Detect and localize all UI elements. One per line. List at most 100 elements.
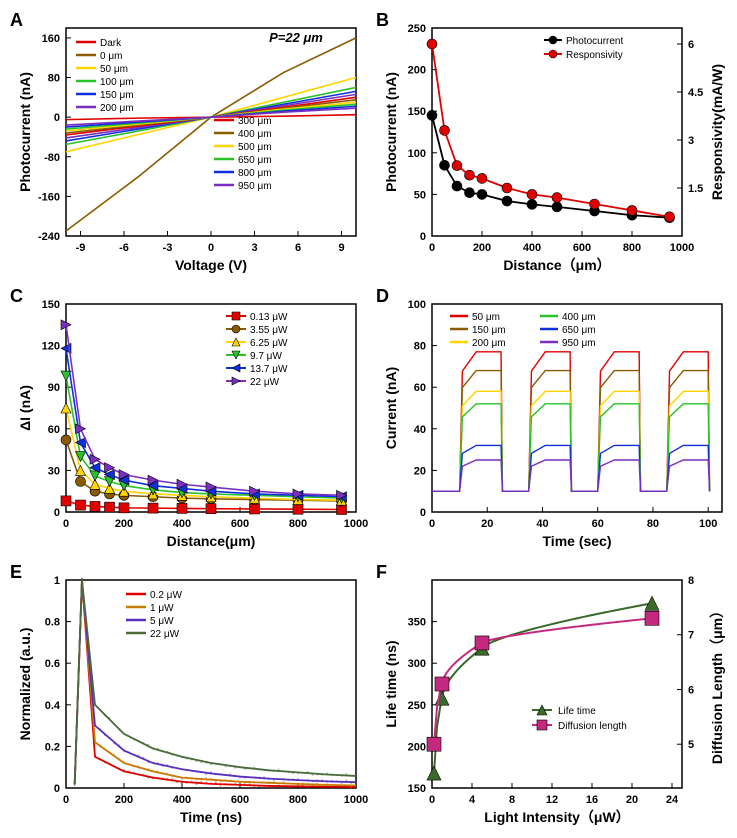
svg-text:6.25 μW: 6.25 μW: [250, 338, 288, 349]
svg-text:0: 0: [208, 242, 214, 254]
svg-text:20: 20: [626, 794, 638, 806]
svg-text:0: 0: [420, 507, 426, 519]
svg-text:250: 250: [408, 23, 426, 35]
svg-text:7: 7: [688, 630, 694, 642]
svg-text:40: 40: [536, 518, 548, 530]
svg-text:3: 3: [251, 242, 257, 254]
svg-text:16: 16: [586, 794, 598, 806]
svg-text:0.2 μW: 0.2 μW: [150, 590, 182, 601]
svg-text:0: 0: [54, 112, 60, 124]
svg-text:300 μm: 300 μm: [238, 116, 272, 127]
svg-text:150 μm: 150 μm: [100, 90, 134, 101]
svg-text:0.2: 0.2: [45, 741, 60, 753]
svg-text:400 μm: 400 μm: [562, 312, 596, 323]
svg-text:12: 12: [546, 794, 558, 806]
svg-text:250: 250: [408, 700, 426, 712]
svg-text:Current (nA): Current (nA): [383, 367, 399, 449]
svg-text:60: 60: [414, 382, 426, 394]
svg-text:3: 3: [688, 135, 694, 147]
svg-text:150 μm: 150 μm: [472, 325, 506, 336]
svg-text:8: 8: [509, 794, 515, 806]
svg-text:950 μm: 950 μm: [562, 338, 596, 349]
svg-text:300: 300: [408, 658, 426, 670]
svg-text:90: 90: [48, 382, 60, 394]
svg-text:800: 800: [289, 794, 307, 806]
svg-text:-240: -240: [38, 231, 60, 243]
svg-text:600: 600: [231, 794, 249, 806]
svg-text:Distance（μm）: Distance（μm）: [503, 257, 610, 273]
svg-text:Responsivity: Responsivity: [566, 50, 623, 61]
svg-text:20: 20: [414, 465, 426, 477]
svg-text:60: 60: [48, 424, 60, 436]
svg-text:5: 5: [688, 739, 694, 751]
svg-text:1: 1: [54, 575, 60, 587]
svg-text:100: 100: [408, 148, 426, 160]
svg-text:400: 400: [173, 794, 191, 806]
svg-text:100 μm: 100 μm: [100, 77, 134, 88]
svg-text:6: 6: [295, 242, 301, 254]
svg-text:13.7 μW: 13.7 μW: [250, 364, 288, 375]
svg-text:Responsivity(mA/W): Responsivity(mA/W): [709, 64, 725, 200]
svg-text:Distance(μm): Distance(μm): [167, 533, 256, 549]
svg-text:200: 200: [408, 65, 426, 77]
svg-text:400: 400: [173, 518, 191, 530]
svg-text:200: 200: [115, 518, 133, 530]
svg-text:1000: 1000: [670, 242, 694, 254]
svg-text:Diffusion length: Diffusion length: [558, 721, 627, 732]
svg-text:200: 200: [115, 794, 133, 806]
svg-text:0: 0: [429, 794, 435, 806]
svg-text:40: 40: [414, 424, 426, 436]
svg-text:Photocurrent (nA): Photocurrent (nA): [383, 72, 399, 192]
svg-text:50 μm: 50 μm: [472, 312, 500, 323]
svg-text:1000: 1000: [344, 518, 368, 530]
svg-text:200: 200: [408, 741, 426, 753]
panel-b: B020040060080010000501001502002501.534.5…: [374, 8, 734, 278]
svg-text:0: 0: [63, 518, 69, 530]
svg-text:1.5: 1.5: [688, 183, 703, 195]
svg-text:Life time: Life time: [558, 706, 596, 717]
svg-text:800: 800: [623, 242, 641, 254]
panel-label-f: F: [376, 562, 387, 583]
svg-text:Photocurrent: Photocurrent: [566, 36, 623, 47]
panel-a: A-9-6-30369-240-160-80080160Voltage (V)P…: [8, 8, 368, 278]
svg-text:Light Intensity（μW）: Light Intensity（μW）: [484, 809, 629, 825]
svg-text:6: 6: [688, 684, 694, 696]
svg-text:150: 150: [408, 783, 426, 795]
svg-text:22 μW: 22 μW: [250, 377, 280, 388]
svg-text:-9: -9: [76, 242, 86, 254]
svg-text:100: 100: [408, 299, 426, 311]
svg-text:950 μm: 950 μm: [238, 181, 272, 192]
svg-text:650 μm: 650 μm: [238, 155, 272, 166]
svg-text:22 μW: 22 μW: [150, 629, 180, 640]
svg-text:150: 150: [408, 106, 426, 118]
svg-text:120: 120: [42, 341, 60, 353]
svg-text:8: 8: [688, 575, 694, 587]
svg-text:600: 600: [231, 518, 249, 530]
figure-grid: A-9-6-30369-240-160-80080160Voltage (V)P…: [8, 8, 729, 830]
svg-text:80: 80: [647, 518, 659, 530]
panel-label-e: E: [10, 562, 22, 583]
svg-text:0 μm: 0 μm: [100, 51, 122, 62]
svg-text:200 μm: 200 μm: [100, 103, 134, 114]
svg-text:650 μm: 650 μm: [562, 325, 596, 336]
svg-text:800: 800: [289, 518, 307, 530]
svg-text:Voltage (V): Voltage (V): [175, 257, 247, 273]
panel-f: F048121620241502002503003505678Light Int…: [374, 560, 734, 830]
svg-text:9.7 μW: 9.7 μW: [250, 351, 282, 362]
svg-text:4: 4: [469, 794, 476, 806]
svg-text:80: 80: [48, 73, 60, 85]
svg-text:160: 160: [42, 33, 60, 45]
svg-text:0.6: 0.6: [45, 658, 60, 670]
panel-label-d: D: [376, 286, 389, 307]
panel-label-a: A: [10, 10, 23, 31]
svg-text:0: 0: [429, 242, 435, 254]
svg-text:1000: 1000: [344, 794, 368, 806]
svg-text:P=22 μm: P=22 μm: [269, 30, 323, 45]
svg-text:Normalized (a.u.): Normalized (a.u.): [17, 628, 33, 741]
panel-e: E0200400600800100000.20.40.60.81Time (ns…: [8, 560, 368, 830]
svg-text:400: 400: [523, 242, 541, 254]
svg-text:4.5: 4.5: [688, 87, 703, 99]
svg-text:6: 6: [688, 39, 694, 51]
svg-text:Photocurrent (nA): Photocurrent (nA): [17, 72, 33, 192]
svg-text:0.4: 0.4: [45, 700, 61, 712]
